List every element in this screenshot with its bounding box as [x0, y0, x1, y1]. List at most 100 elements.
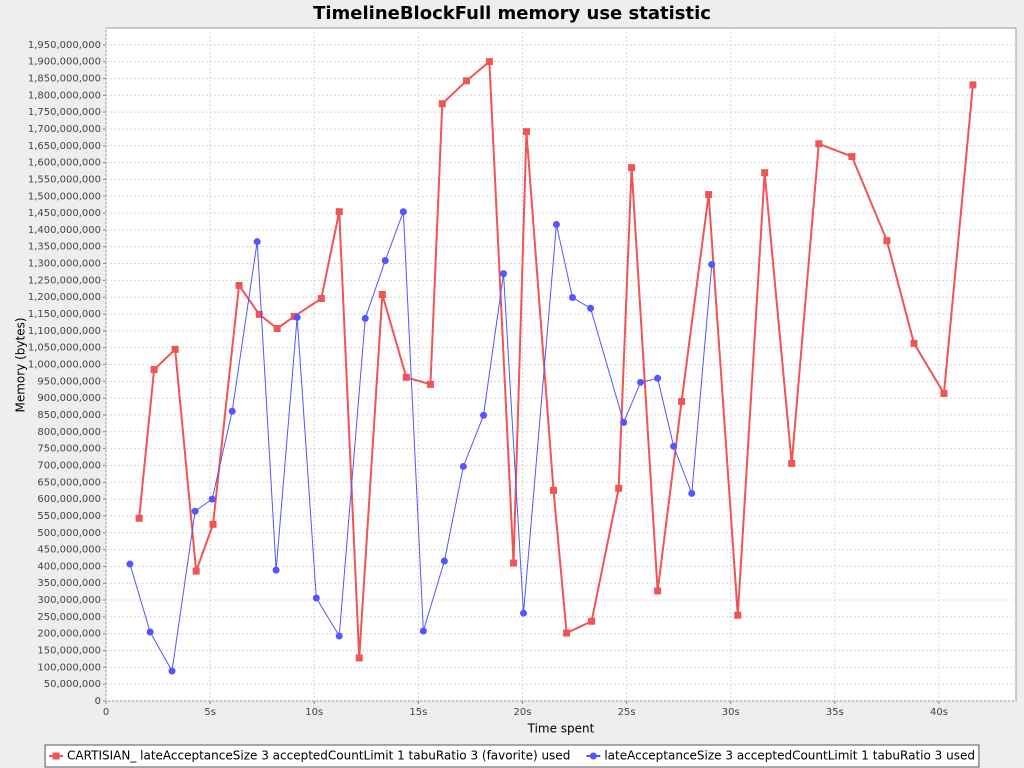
point: [815, 140, 823, 148]
y-tick-label: 1,100,000,000: [28, 326, 101, 337]
point: [637, 378, 645, 386]
point: [438, 100, 446, 108]
point: [293, 313, 301, 321]
y-axis-label: Memory (bytes): [14, 317, 28, 412]
point: [171, 345, 179, 353]
y-tick-label: 150,000,000: [37, 646, 101, 657]
plot-area: [105, 27, 1017, 702]
point: [208, 495, 216, 503]
point: [361, 314, 369, 322]
y-tick-label: 50,000,000: [44, 679, 101, 690]
y-tick-label: 950,000,000: [37, 376, 101, 387]
y-tick-label: 1,300,000,000: [28, 259, 101, 270]
y-tick-label: 850,000,000: [37, 410, 101, 421]
y-tick-label: 1,250,000,000: [28, 275, 101, 286]
legend: CARTISIAN_ lateAcceptanceSize 3 accepted…: [44, 744, 980, 768]
point: [317, 295, 325, 303]
point: [335, 208, 343, 216]
y-tick-label: 1,000,000,000: [28, 360, 101, 371]
point: [146, 628, 154, 636]
y-tick-label: 1,200,000,000: [28, 292, 101, 303]
point: [480, 411, 488, 419]
point: [255, 310, 263, 318]
point: [615, 484, 623, 492]
x-tick-label: 30s: [722, 707, 740, 718]
point: [209, 520, 217, 528]
point: [500, 270, 508, 278]
point: [678, 398, 686, 406]
y-tick-label: 1,850,000,000: [28, 73, 101, 84]
point: [191, 507, 199, 515]
point: [228, 407, 236, 415]
point: [192, 567, 200, 575]
point: [568, 294, 576, 302]
point: [587, 304, 595, 312]
y-tick-label: 300,000,000: [37, 595, 101, 606]
point: [235, 281, 243, 289]
y-tick-label: 1,400,000,000: [28, 225, 101, 236]
point: [462, 77, 470, 85]
point: [588, 617, 596, 625]
point: [761, 169, 769, 177]
point: [848, 153, 856, 161]
chart-title: TimelineBlockFull memory use statistic: [313, 3, 711, 24]
point: [381, 257, 389, 265]
legend-item: lateAcceptanceSize 3 acceptedCountLimit …: [586, 749, 975, 763]
point: [273, 324, 281, 332]
point: [628, 164, 636, 172]
legend-marker: [52, 752, 60, 760]
point: [788, 459, 796, 467]
y-tick-label: 1,500,000,000: [28, 191, 101, 202]
point: [940, 389, 948, 397]
y-tick-label: 1,450,000,000: [28, 208, 101, 219]
x-tick-label: 15s: [409, 707, 427, 718]
point: [378, 291, 386, 299]
point: [440, 557, 448, 565]
point: [272, 566, 280, 574]
point: [688, 489, 696, 497]
y-tick-label: 1,650,000,000: [28, 141, 101, 152]
y-tick-label: 800,000,000: [37, 427, 101, 438]
x-tick-label: 5s: [204, 707, 216, 718]
point: [150, 366, 158, 374]
point: [426, 380, 434, 388]
y-tick-label: 250,000,000: [37, 612, 101, 623]
point: [126, 560, 134, 568]
y-tick-label: 100,000,000: [37, 662, 101, 673]
point: [550, 486, 558, 494]
y-tick-label: 1,750,000,000: [28, 107, 101, 118]
point: [253, 238, 261, 246]
y-tick-label: 200,000,000: [37, 629, 101, 640]
y-tick-label: 600,000,000: [37, 494, 101, 505]
point: [883, 237, 891, 245]
y-tick-label: 900,000,000: [37, 393, 101, 404]
y-tick-label: 1,950,000,000: [28, 40, 101, 51]
x-tick-label: 10s: [305, 707, 323, 718]
y-tick-label: 0: [95, 696, 101, 707]
x-tick-label: 40s: [930, 707, 948, 718]
y-tick-label: 1,800,000,000: [28, 90, 101, 101]
point: [522, 128, 530, 136]
y-tick-label: 500,000,000: [37, 528, 101, 539]
point: [563, 629, 571, 637]
point: [459, 462, 467, 470]
y-tick-label: 1,050,000,000: [28, 343, 101, 354]
point: [312, 594, 320, 602]
y-tick-label: 1,900,000,000: [28, 57, 101, 68]
y-tick-label: 700,000,000: [37, 460, 101, 471]
point: [969, 81, 977, 89]
point: [419, 627, 427, 635]
point: [670, 442, 678, 450]
x-axis-label: Time spent: [527, 722, 595, 736]
point: [402, 373, 410, 381]
point: [910, 339, 918, 347]
point: [734, 611, 742, 619]
point: [335, 632, 343, 640]
legend-text: CARTISIAN_ lateAcceptanceSize 3 accepted…: [67, 749, 570, 763]
point: [654, 587, 662, 595]
y-tick-label: 1,700,000,000: [28, 124, 101, 135]
legend-marker: [589, 752, 597, 760]
legend-box: [44, 744, 980, 768]
point: [355, 654, 363, 662]
